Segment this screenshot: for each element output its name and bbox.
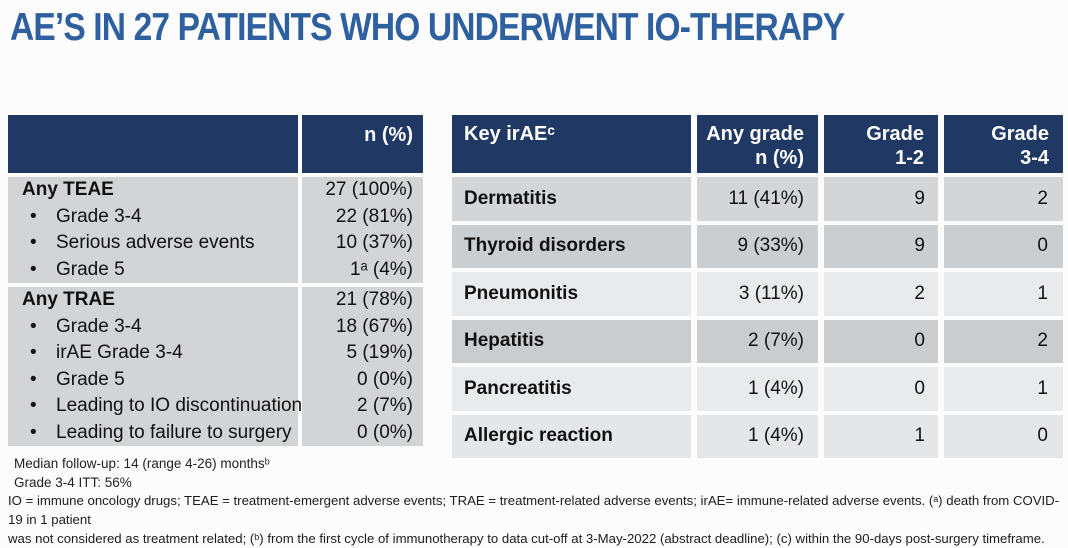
grade-1-2-value: 9 [824, 224, 938, 268]
table-row: Dermatitis 11 (41%) 9 2 [452, 177, 1063, 221]
row-value: 21 (78%) [302, 287, 423, 314]
table-row: Serious adverse events 10 (37%) [8, 230, 423, 257]
table-row: Grade 3-4 18 (67%) [8, 313, 423, 340]
row-value: 18 (67%) [302, 313, 423, 340]
any-grade-value: 11 (41%) [697, 177, 818, 221]
irae-name: Pancreatitis [452, 367, 691, 411]
header-empty-cell [8, 115, 298, 173]
table-row: Any TRAE 21 (78%) [8, 287, 423, 314]
teae-section: Any TEAE 27 (100%) Grade 3-4 22 (81%) Se… [8, 177, 423, 283]
row-label: Grade 5 [8, 366, 298, 393]
row-label: Grade 3-4 [8, 313, 298, 340]
row-label: Any TEAE [8, 177, 298, 204]
median-followup-note: Median follow-up: 14 (range 4-26) months… [14, 456, 270, 471]
table-row: Any TEAE 27 (100%) [8, 177, 423, 204]
row-value: 27 (100%) [302, 177, 423, 204]
irae-name: Allergic reaction [452, 414, 691, 458]
header-line: 1-2 [895, 147, 924, 169]
header-line: Any grade [706, 123, 804, 145]
header-line: 3-4 [1020, 147, 1049, 169]
table-row: Leading to failure to surgery 0 (0%) [8, 419, 423, 446]
irae-name: Dermatitis [452, 177, 691, 221]
table-row: irAE Grade 3-4 5 (19%) [8, 340, 423, 367]
key-irae-table-body: Dermatitis 11 (41%) 9 2 Thyroid disorder… [452, 177, 1063, 458]
footnote-line-2: was not considered as treatment related;… [8, 531, 1045, 546]
row-value: 0 (0%) [302, 366, 423, 393]
irae-name: Hepatitis [452, 319, 691, 363]
left-table-footnotes: Median follow-up: 14 (range 4-26) months… [14, 454, 270, 492]
row-label: Any TRAE [8, 287, 298, 314]
row-value: 10 (37%) [302, 230, 423, 257]
row-label: irAE Grade 3-4 [8, 340, 298, 367]
grade-1-2-value: 0 [824, 319, 938, 363]
row-value: 1ᵃ (4%) [302, 256, 423, 283]
header-line: Key irAEᶜ [464, 123, 555, 145]
row-value: 22 (81%) [302, 203, 423, 230]
key-irae-table: Key irAEᶜ Any grade n (%) Grade 1-2 Grad… [452, 115, 1063, 458]
header-key-irae: Key irAEᶜ [452, 115, 691, 173]
page-title: AE’S IN 27 PATIENTS WHO UNDERWENT IO-THE… [10, 6, 845, 49]
any-grade-value: 2 (7%) [697, 319, 818, 363]
abbreviations-footnote: IO = immune oncology drugs; TEAE = treat… [8, 491, 1060, 548]
grade-1-2-value: 9 [824, 177, 938, 221]
row-label: Grade 5 [8, 256, 298, 283]
row-label: Leading to failure to surgery [8, 419, 298, 446]
table-row: Leading to IO discontinuation 2 (7%) [8, 393, 423, 420]
table-row: Grade 5 1ᵃ (4%) [8, 256, 423, 283]
grade-3-4-value: 0 [944, 414, 1063, 458]
grade-3-4-value: 1 [944, 272, 1063, 316]
trae-section: Any TRAE 21 (78%) Grade 3-4 18 (67%) irA… [8, 287, 423, 446]
grade-1-2-value: 2 [824, 272, 938, 316]
teae-trae-table-header-row: n (%) [8, 115, 423, 173]
teae-trae-table: n (%) Any TEAE 27 (100%) Grade 3-4 22 (8… [8, 115, 423, 446]
table-row: Hepatitis 2 (7%) 0 2 [452, 319, 1063, 363]
header-line: Grade [866, 123, 924, 145]
key-irae-table-header-row: Key irAEᶜ Any grade n (%) Grade 1-2 Grad… [452, 115, 1063, 173]
grade-3-4-value: 2 [944, 177, 1063, 221]
row-value: 2 (7%) [302, 393, 423, 420]
grade-3-4-value: 1 [944, 367, 1063, 411]
grade34-itt-note: Grade 3-4 ITT: 56% [14, 475, 132, 490]
table-row: Grade 3-4 22 (81%) [8, 203, 423, 230]
grade-3-4-value: 2 [944, 319, 1063, 363]
table-row: Pancreatitis 1 (4%) 0 1 [452, 367, 1063, 411]
footnote-line-1: IO = immune oncology drugs; TEAE = treat… [8, 493, 1060, 527]
grade-1-2-value: 0 [824, 367, 938, 411]
header-line: Grade [991, 123, 1049, 145]
header-n-percent: n (%) [302, 115, 423, 173]
row-value: 5 (19%) [302, 340, 423, 367]
table-row: Thyroid disorders 9 (33%) 9 0 [452, 224, 1063, 268]
row-value: 0 (0%) [302, 419, 423, 446]
header-grade-3-4: Grade 3-4 [944, 115, 1063, 173]
row-label: Serious adverse events [8, 230, 298, 257]
grade-3-4-value: 0 [944, 224, 1063, 268]
table-row: Pneumonitis 3 (11%) 2 1 [452, 272, 1063, 316]
header-line: n (%) [755, 147, 804, 169]
header-any-grade: Any grade n (%) [697, 115, 818, 173]
row-label: Leading to IO discontinuation [8, 393, 302, 420]
any-grade-value: 1 (4%) [697, 367, 818, 411]
irae-name: Thyroid disorders [452, 224, 691, 268]
table-row: Allergic reaction 1 (4%) 1 0 [452, 414, 1063, 458]
grade-1-2-value: 1 [824, 414, 938, 458]
any-grade-value: 9 (33%) [697, 224, 818, 268]
header-grade-1-2: Grade 1-2 [824, 115, 938, 173]
row-label: Grade 3-4 [8, 203, 298, 230]
table-row: Grade 5 0 (0%) [8, 366, 423, 393]
any-grade-value: 3 (11%) [697, 272, 818, 316]
any-grade-value: 1 (4%) [697, 414, 818, 458]
irae-name: Pneumonitis [452, 272, 691, 316]
